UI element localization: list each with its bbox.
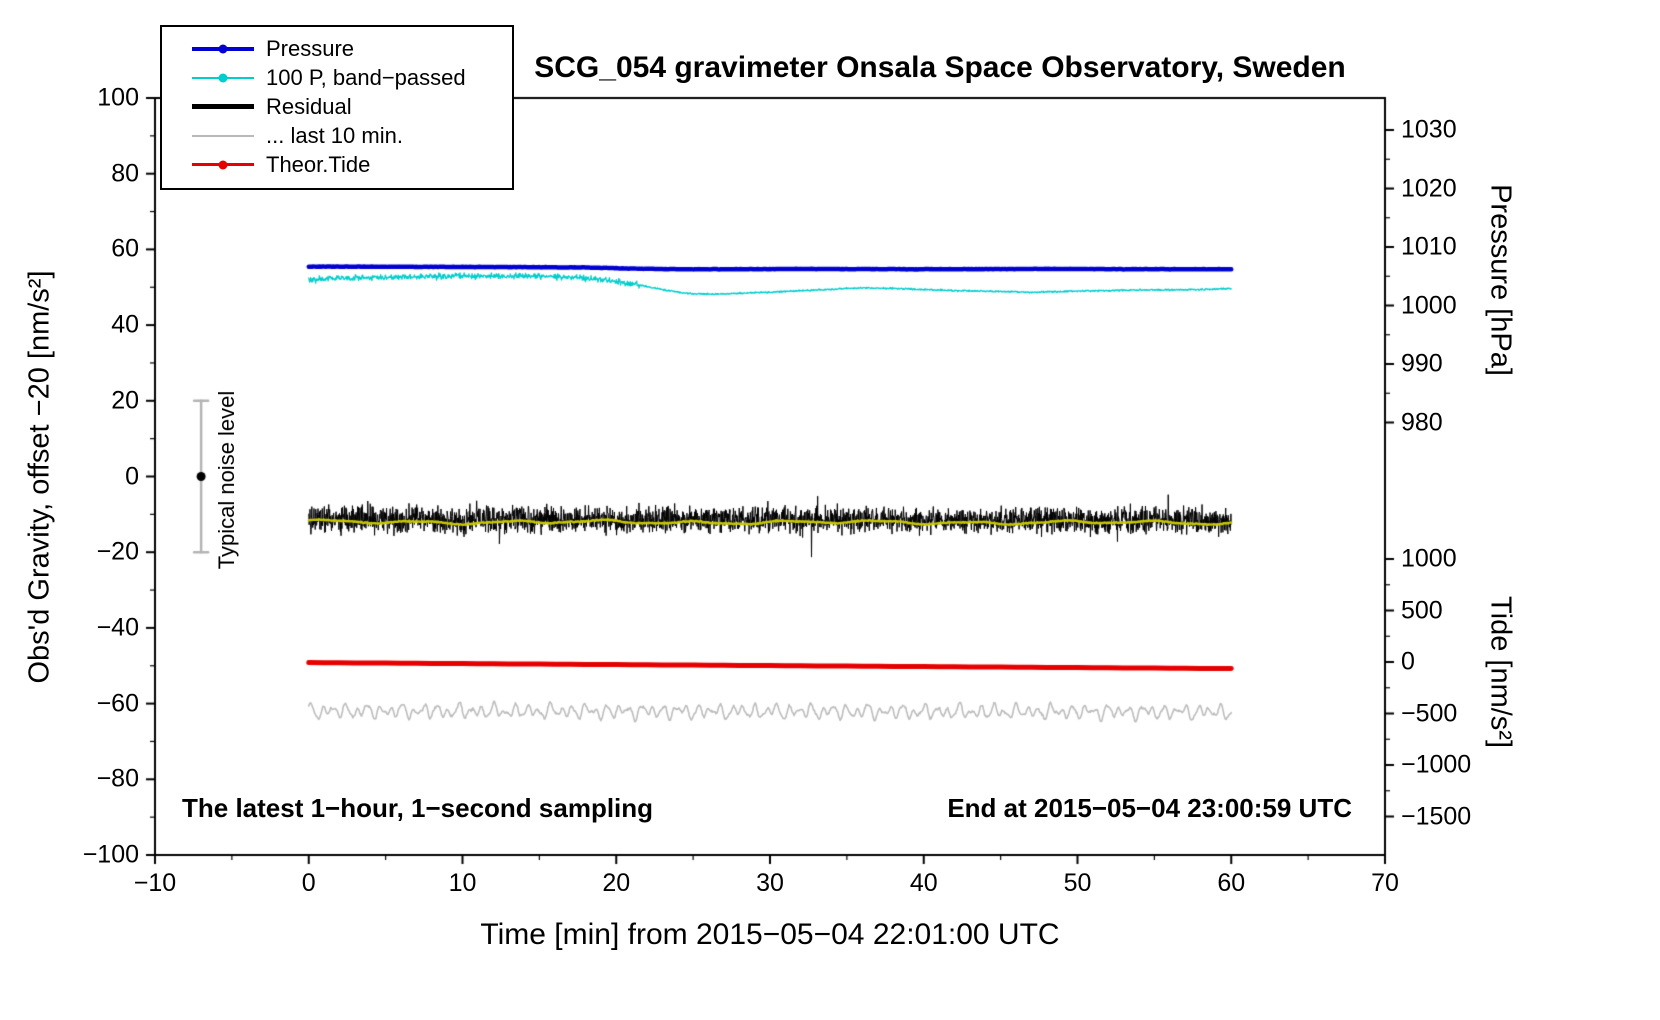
- legend-label: 100 P, band−passed: [266, 64, 466, 90]
- tick-label: 80: [111, 159, 139, 188]
- page-title: SCG_054 gravimeter Onsala Space Observat…: [534, 51, 1346, 84]
- end-time-note: End at 2015−05−04 23:00:59 UTC: [947, 793, 1352, 823]
- legend-item-theortide: Theor.Tide: [162, 150, 512, 179]
- legend-box: Pressure 100 P, band−passed Residual ...…: [160, 25, 514, 190]
- y-axis-tide-title: Tide [nm/s²]: [1484, 595, 1517, 749]
- tick-label: 1010: [1401, 232, 1457, 261]
- tick-label: 0: [301, 869, 316, 897]
- tick-label: 1030: [1401, 115, 1457, 144]
- tick-label: −100: [82, 840, 139, 869]
- noise-level-label: Typical noise level: [214, 390, 239, 570]
- tick-label: 40: [909, 869, 938, 897]
- tick-label: −80: [96, 764, 139, 793]
- tick-label: −40: [96, 613, 139, 642]
- tick-label: 980: [1401, 408, 1443, 436]
- legend-item-bandpassed: 100 P, band−passed: [162, 63, 512, 92]
- legend-label: Theor.Tide: [266, 151, 371, 177]
- tick-label: 100: [97, 83, 139, 112]
- sampling-note: The latest 1−hour, 1−second sampling: [182, 793, 654, 823]
- tick-label: 1000: [1401, 544, 1457, 573]
- tick-label: 0: [1401, 647, 1415, 676]
- tick-label: −20: [96, 537, 139, 566]
- theortide-line-icon: [192, 160, 254, 169]
- tick-label: −10: [133, 869, 177, 897]
- legend-item-pressure: Pressure: [162, 34, 512, 63]
- tick-label: 0: [125, 462, 139, 490]
- tick-label: 20: [111, 386, 139, 415]
- tick-label: −1000: [1401, 750, 1472, 779]
- tick-label: 50: [1063, 869, 1092, 897]
- last10min-line-icon: [192, 134, 254, 137]
- legend-label: Residual: [266, 93, 352, 119]
- tick-label: 1020: [1401, 174, 1457, 202]
- legend-item-last10min: ... last 10 min.: [162, 121, 512, 150]
- legend-label: Pressure: [266, 35, 355, 61]
- pressure-line-icon: [192, 44, 254, 53]
- tick-label: 30: [756, 869, 784, 897]
- tick-label: −1500: [1401, 802, 1472, 830]
- y-axis-pressure-title: Pressure [hPa]: [1484, 184, 1517, 376]
- tick-label: 40: [111, 310, 139, 339]
- tick-label: 70: [1371, 869, 1399, 897]
- tick-label: −500: [1401, 699, 1458, 727]
- tick-label: 1000: [1401, 291, 1457, 319]
- tick-label: 500: [1401, 596, 1443, 624]
- tick-label: 60: [111, 234, 139, 263]
- bandpassed-line-icon: [192, 73, 254, 82]
- tick-label: −60: [96, 689, 139, 718]
- x-axis-title: Time [min] from 2015−05−04 22:01:00 UTC: [480, 918, 1060, 951]
- tick-label: 990: [1401, 349, 1443, 378]
- legend-item-residual: Residual: [162, 92, 512, 121]
- tick-label: 60: [1217, 869, 1246, 897]
- legend-label: ... last 10 min.: [266, 122, 403, 148]
- y-axis-left-title: Obs'd Gravity, offset −20 [nm/s²]: [23, 270, 56, 684]
- tick-label: 10: [448, 869, 477, 897]
- tick-label: 20: [602, 869, 631, 897]
- residual-line-icon: [192, 104, 254, 109]
